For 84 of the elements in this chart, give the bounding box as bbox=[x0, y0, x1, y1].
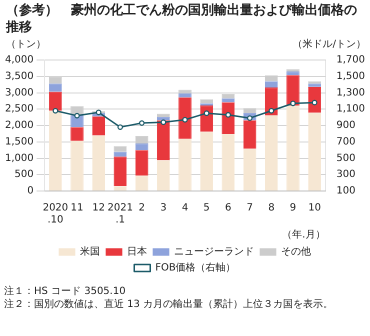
y-tick-label: 0 bbox=[27, 186, 34, 197]
point bbox=[290, 100, 296, 106]
bar bbox=[200, 99, 214, 104]
bar bbox=[114, 156, 127, 186]
y2-tick-label: 500 bbox=[336, 152, 356, 164]
bar bbox=[308, 84, 322, 87]
text: 注２：国別の数値は、直近 13 カ月の輸出量（累計）上位３カ国を表示。 bbox=[4, 298, 334, 311]
y2-tick-label: 900 bbox=[336, 120, 356, 132]
bar bbox=[178, 93, 192, 98]
bar bbox=[156, 160, 170, 190]
point bbox=[117, 124, 124, 130]
x-tick-label: 12 bbox=[92, 202, 105, 214]
y2-tick-label: 1,700 bbox=[336, 54, 366, 66]
bar bbox=[243, 120, 256, 149]
bar bbox=[156, 116, 170, 120]
legend-label: FOB価格（右軸） bbox=[155, 262, 236, 274]
bar bbox=[114, 186, 127, 190]
bar bbox=[243, 148, 256, 190]
x-tick-label: 7 bbox=[246, 202, 253, 214]
point bbox=[139, 120, 145, 126]
point bbox=[52, 108, 58, 114]
bar bbox=[92, 135, 106, 190]
y2-tick-label: 700 bbox=[336, 136, 356, 148]
bar bbox=[114, 146, 127, 152]
x-tick-label: 6 bbox=[225, 202, 232, 214]
bar bbox=[114, 152, 127, 157]
bar bbox=[308, 86, 322, 113]
bar bbox=[286, 71, 300, 76]
bar bbox=[178, 138, 192, 190]
x-tick-label: 4 bbox=[182, 202, 188, 214]
bar bbox=[70, 140, 84, 190]
x-tick-label: 9 bbox=[290, 202, 296, 214]
text: 注１：HS コード 3505.10 bbox=[4, 285, 127, 298]
x-tick-label: 2020.10 bbox=[42, 202, 68, 226]
x-tick-label: 8 bbox=[268, 202, 275, 214]
bar bbox=[200, 132, 214, 190]
y-tick-label: 500 bbox=[14, 169, 34, 180]
point bbox=[312, 100, 318, 106]
y2-tick-label: 300 bbox=[336, 169, 356, 180]
y-tick-label: 3,000 bbox=[4, 87, 34, 98]
point bbox=[182, 116, 188, 123]
bar bbox=[308, 112, 322, 190]
bar bbox=[135, 144, 148, 150]
point bbox=[96, 110, 102, 116]
point bbox=[225, 112, 231, 118]
point bbox=[74, 112, 80, 118]
y2-tick-label: 1,100 bbox=[336, 104, 366, 115]
bar bbox=[135, 150, 148, 176]
point bbox=[268, 108, 274, 114]
bar bbox=[264, 115, 278, 190]
y-tick-label: 4,000 bbox=[4, 54, 34, 66]
point bbox=[204, 110, 210, 116]
y-tick-label: 1,500 bbox=[4, 136, 34, 148]
legend-label: 米国 bbox=[80, 246, 100, 258]
x-tick-label: 3 bbox=[160, 202, 167, 214]
x-tick-label: 10 bbox=[308, 202, 321, 214]
bar bbox=[222, 134, 235, 190]
bar bbox=[222, 102, 235, 134]
x-axis-title: （年.月） bbox=[282, 228, 326, 241]
x-tick-label: 11 bbox=[70, 202, 84, 214]
bar bbox=[178, 97, 192, 139]
y2-axis-title: （米ドル/トン） bbox=[292, 38, 366, 51]
bar bbox=[48, 110, 62, 190]
y-tick-label: 2,000 bbox=[4, 120, 34, 132]
x-tick-label: 2021.1 bbox=[107, 202, 133, 226]
y-axis-title: （トン） bbox=[6, 38, 46, 51]
legend-label: 日本 bbox=[127, 246, 147, 258]
chart-title: （参考） 豪州の化工でん粉の国別輸出量および輸出価格の推移 bbox=[4, 2, 358, 36]
bar bbox=[286, 75, 300, 106]
bar bbox=[156, 114, 170, 117]
bar bbox=[286, 106, 300, 190]
y-tick-label: 2,500 bbox=[4, 104, 34, 115]
bar bbox=[264, 81, 278, 88]
y2-tick-label: 1,300 bbox=[336, 87, 366, 98]
bar bbox=[156, 120, 170, 160]
y-tick-label: 3,500 bbox=[4, 70, 34, 82]
x-tick-label: 2 bbox=[138, 202, 145, 214]
legend-label: ニュージーランド bbox=[174, 246, 254, 258]
legend-label: その他 bbox=[281, 246, 311, 258]
y2-tick-label: 100 bbox=[336, 186, 356, 197]
y2-tick-label: 1,500 bbox=[336, 70, 366, 82]
y-tick-label: 1,000 bbox=[4, 152, 34, 164]
x-tick-label: 5 bbox=[203, 202, 210, 214]
point bbox=[160, 119, 166, 126]
